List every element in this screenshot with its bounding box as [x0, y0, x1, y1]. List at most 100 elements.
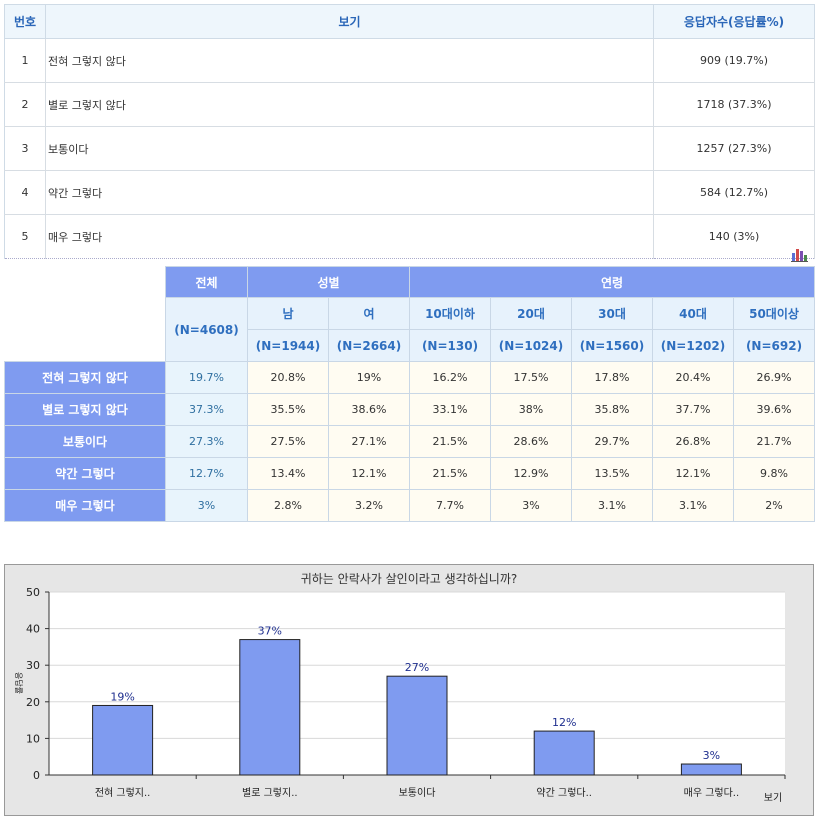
data-label: 37% — [258, 625, 282, 638]
value-cell: 35.8% — [571, 393, 653, 426]
group-label: 여 — [328, 297, 410, 330]
row-count: 1718 (37.3%) — [653, 82, 815, 127]
group-n: (N=692) — [732, 329, 816, 362]
bar — [680, 763, 742, 776]
corner-blank — [4, 266, 166, 362]
total-cell: 37.3% — [165, 393, 248, 426]
bar — [92, 704, 154, 776]
bar — [239, 639, 301, 776]
row-label: 약간 그렇다 — [4, 457, 166, 490]
row-number: 1 — [4, 38, 46, 83]
total-cell: 12.7% — [165, 457, 248, 490]
bar — [533, 730, 595, 776]
category-label: 약간 그렇다.. — [536, 786, 592, 799]
y-tick-label: 40 — [26, 623, 40, 636]
chart-title: 귀하는 안락사가 살인이라고 생각하십니까? — [300, 572, 518, 586]
group-n: (N=1944) — [247, 329, 329, 362]
value-cell: 3.1% — [652, 489, 734, 522]
cross-row: 전혀 그렇지 않다 19.7% 20.8% 19% 16.2% 17.5% 17.8% 20.… — [4, 361, 816, 394]
x-axis-label: 보기 — [764, 792, 782, 804]
row-count: 584 (12.7%) — [653, 170, 815, 215]
cross-row: 매우 그렇다 3% 2.8% 3.2% 7.7% 3% 3.1% 3.1% 2% — [4, 489, 816, 522]
value-cell: 38% — [490, 393, 572, 426]
group-label: 50대이상 — [732, 297, 816, 330]
value-cell: 19% — [328, 361, 410, 394]
value-cell: 26.8% — [652, 425, 734, 458]
cross-table: 전체 성별 연령 (N=4608) 남 여 10대이하 20대 30대 40대 50대이상 … — [4, 266, 816, 522]
row-number: 2 — [4, 82, 46, 127]
value-cell: 2% — [732, 489, 816, 522]
category-label: 보통이다 — [399, 787, 436, 799]
value-cell: 27.1% — [328, 425, 410, 458]
bar-chart-icon[interactable] — [790, 246, 808, 262]
table-row: 1 전혀 그렇지 않다 909 (19.7%) — [4, 38, 815, 83]
cross-row: 보통이다 27.3% 27.5% 27.1% 21.5% 28.6% 29.7% 26.8% 2… — [4, 425, 816, 458]
value-cell: 21.5% — [409, 425, 491, 458]
row-number: 5 — [4, 214, 46, 259]
group-label: 40대 — [652, 297, 734, 330]
group-label: 20대 — [490, 297, 572, 330]
header-number: 번호 — [4, 4, 46, 39]
table-row: 2 별로 그렇지 않다 1718 (37.3%) — [4, 82, 815, 127]
y-tick-label: 0 — [33, 769, 40, 782]
row-option: 보통이다 — [45, 126, 654, 171]
summary-table: 번호 보기 응답자수(응답률%) 1 전혀 그렇지 않다 909 (19.7%) 2 별… — [4, 4, 815, 259]
row-option: 약간 그렇다 — [45, 170, 654, 215]
value-cell: 13.4% — [247, 457, 329, 490]
value-cell: 20.8% — [247, 361, 329, 394]
age-header: 연령 — [408, 266, 816, 298]
table-row: 3 보통이다 1257 (27.3%) — [4, 126, 815, 171]
y-tick-label: 30 — [26, 659, 40, 672]
value-cell: 37.7% — [652, 393, 734, 426]
header-option: 보기 — [45, 4, 654, 39]
cross-row: 별로 그렇지 않다 37.3% 35.5% 38.6% 33.1% 38% 35.8% 37.… — [4, 393, 816, 426]
category-label: 전혀 그렇지.. — [95, 786, 151, 799]
value-cell: 26.9% — [732, 361, 816, 394]
header-count: 응답자수(응답률%) — [653, 4, 815, 39]
value-cell: 12.1% — [328, 457, 410, 490]
chart-panel: 귀하는 안락사가 살인이라고 생각하십니까? 0 10 20 30 40 50 19% 전혀 … — [4, 564, 814, 816]
value-cell: 39.6% — [732, 393, 816, 426]
group-n: (N=130) — [409, 329, 491, 362]
total-cell: 27.3% — [165, 425, 248, 458]
value-cell: 17.5% — [490, 361, 572, 394]
value-cell: 7.7% — [409, 489, 491, 522]
table-row: 4 약간 그렇다 584 (12.7%) — [4, 170, 815, 215]
total-cell: 19.7% — [165, 361, 248, 394]
value-cell: 17.8% — [571, 361, 653, 394]
category-label: 매우 그렇다.. — [684, 786, 740, 799]
value-cell: 3.1% — [571, 489, 653, 522]
value-cell: 12.1% — [652, 457, 734, 490]
value-cell: 20.4% — [652, 361, 734, 394]
value-cell: 28.6% — [490, 425, 572, 458]
row-label: 별로 그렇지 않다 — [4, 393, 166, 426]
group-label: 30대 — [571, 297, 653, 330]
total-n: (N=4608) — [165, 297, 248, 362]
data-label: 3% — [703, 749, 720, 762]
group-label: 남 — [247, 297, 329, 330]
total-header: 전체 — [165, 266, 248, 298]
group-n: (N=1202) — [652, 329, 734, 362]
value-cell: 16.2% — [409, 361, 491, 394]
value-cell: 33.1% — [409, 393, 491, 426]
row-count: 140 (3%) — [653, 214, 815, 259]
value-cell: 13.5% — [571, 457, 653, 490]
summary-header-row: 번호 보기 응답자수(응답률%) — [4, 4, 815, 39]
row-option: 전혀 그렇지 않다 — [45, 38, 654, 83]
value-cell: 29.7% — [571, 425, 653, 458]
row-count: 909 (19.7%) — [653, 38, 815, 83]
cross-row: 약간 그렇다 12.7% 13.4% 12.1% 21.5% 12.9% 13.5% 12.1… — [4, 457, 816, 490]
value-cell: 2.8% — [247, 489, 329, 522]
group-n: (N=2664) — [328, 329, 410, 362]
y-tick-label: 50 — [26, 586, 40, 599]
row-label: 전혀 그렇지 않다 — [4, 361, 166, 394]
y-tick-label: 20 — [26, 696, 40, 709]
bar-chart: 0 10 20 30 40 50 19% 전혀 그렇지.. 37% 별로 그렇지.. 27% 보통이다… — [14, 586, 786, 804]
data-label: 19% — [110, 690, 134, 703]
group-n: (N=1560) — [571, 329, 653, 362]
total-cell: 3% — [165, 489, 248, 522]
value-cell: 38.6% — [328, 393, 410, 426]
row-label: 매우 그렇다 — [4, 489, 166, 522]
y-axis-label: 응답률 — [14, 672, 24, 694]
value-cell: 3.2% — [328, 489, 410, 522]
